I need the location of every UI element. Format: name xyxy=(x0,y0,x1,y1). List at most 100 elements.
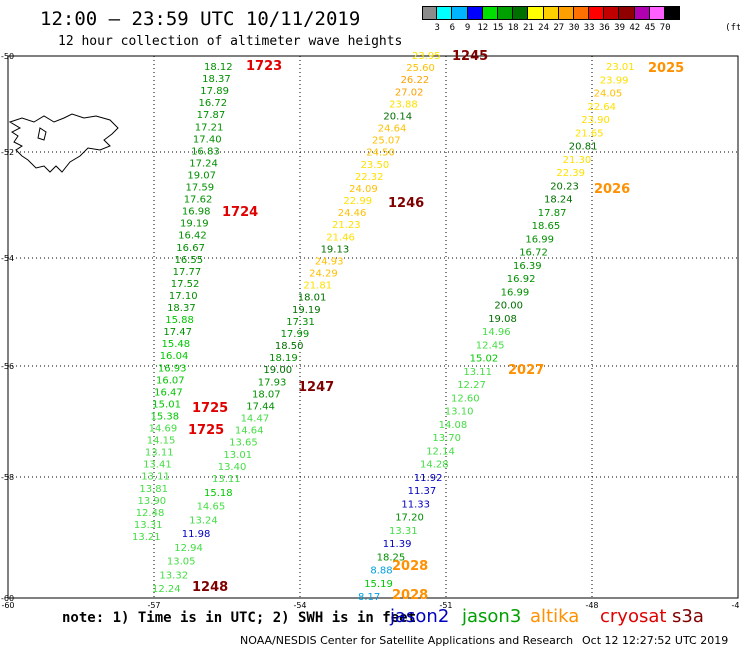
wave-height-value: 13.31 xyxy=(389,526,418,537)
wave-height-value: 16.39 xyxy=(513,261,542,272)
wave-height-value: 22.99 xyxy=(343,196,372,207)
wave-height-value: 19.19 xyxy=(292,305,321,316)
wave-height-value: 14.69 xyxy=(149,424,178,435)
scale-label: 3 xyxy=(434,23,440,33)
wave-height-value: 18.07 xyxy=(252,389,281,400)
wave-height-value: 27.02 xyxy=(395,87,424,98)
map-frame xyxy=(7,55,739,599)
scale-swatch xyxy=(634,6,650,20)
wave-height-value: 18.37 xyxy=(167,303,196,314)
wave-height-value: 14.08 xyxy=(439,420,468,431)
wave-height-value: 13.70 xyxy=(432,433,461,444)
scale-label: 21 xyxy=(522,23,534,33)
scale-swatch xyxy=(558,6,574,20)
wave-height-value: 17.93 xyxy=(258,377,287,388)
wave-height-value: 15.02 xyxy=(470,354,499,365)
wave-height-value: 17.99 xyxy=(281,329,310,340)
pass-time-label: 1247 xyxy=(298,380,334,395)
wave-height-value: 13.32 xyxy=(159,570,188,581)
wave-height-value: 17.87 xyxy=(197,110,226,121)
legend-jason2: jason2 xyxy=(390,606,450,627)
wave-height-value: 24.93 xyxy=(315,256,344,267)
wave-height-value: 22.39 xyxy=(556,168,585,179)
wave-height-value: 19.19 xyxy=(180,219,209,230)
scale-swatch xyxy=(649,6,665,20)
pass-time-label: 1725 xyxy=(192,401,228,416)
wave-height-value: 13.81 xyxy=(139,484,168,495)
wave-height-value: 13.31 xyxy=(134,520,163,531)
timestamp-text: Oct 12 12:27:52 UTC 2019 xyxy=(582,634,729,647)
wave-height-value: 20.14 xyxy=(383,111,412,122)
legend-altika: altika xyxy=(530,606,580,627)
wave-height-value: 17.10 xyxy=(169,291,198,302)
wave-height-value: 17.62 xyxy=(184,195,213,206)
wave-height-value: 15.38 xyxy=(150,411,179,422)
color-scale-legend xyxy=(422,6,681,20)
legend-s3a: s3a xyxy=(672,606,704,627)
wave-height-value: 11.92 xyxy=(414,473,443,484)
scale-swatch xyxy=(528,6,544,20)
wave-height-value: 14.96 xyxy=(482,327,511,338)
lon-label: -45 xyxy=(731,601,740,610)
wave-height-value: 13.40 xyxy=(218,462,247,473)
wave-height-value: 20.00 xyxy=(494,301,523,312)
legend-jason3: jason3 xyxy=(462,606,522,627)
scale-swatch xyxy=(437,6,453,20)
wave-height-value: 13.11 xyxy=(463,367,492,378)
lon-label: -54 xyxy=(293,601,306,610)
wave-height-value: 25.07 xyxy=(372,136,401,147)
scale-label: 42 xyxy=(629,23,641,33)
wave-height-value: 19.08 xyxy=(488,314,517,325)
pass-time-label: 2028 xyxy=(392,559,428,574)
wave-height-value: 16.07 xyxy=(156,375,185,386)
wave-height-value: 12.94 xyxy=(174,543,203,554)
wave-height-value: 21.30 xyxy=(563,155,592,166)
wave-height-value: 8.17 xyxy=(358,592,380,603)
wave-height-value: 15.01 xyxy=(152,399,181,410)
lat-label: -58 xyxy=(1,473,14,482)
wave-height-value: 16.04 xyxy=(160,351,189,362)
wave-height-value: 12.24 xyxy=(152,584,181,595)
falkland-islands xyxy=(8,113,119,173)
wave-height-value: 12.27 xyxy=(457,380,486,391)
wave-height-value: 26.22 xyxy=(401,75,430,86)
wave-height-value: 16.99 xyxy=(525,234,554,245)
lat-label: -60 xyxy=(1,594,14,603)
wave-height-value: 13.11 xyxy=(141,472,170,483)
wave-height-value: 23.95 xyxy=(412,51,441,62)
wave-height-value: 21.81 xyxy=(303,281,332,292)
wave-height-value: 24.05 xyxy=(594,89,623,100)
scale-swatch xyxy=(543,6,559,20)
wave-height-value: 16.93 xyxy=(158,363,187,374)
wave-height-value: 18.50 xyxy=(275,341,304,352)
lon-label: -48 xyxy=(585,601,598,610)
wave-height-value: 13.21 xyxy=(132,532,161,543)
legend-cryosat: cryosat xyxy=(600,606,667,627)
wave-height-value: 13.90 xyxy=(138,496,167,507)
wave-height-value: 21.23 xyxy=(332,220,361,231)
scale-swatch xyxy=(604,6,620,20)
wave-height-value: 20.81 xyxy=(569,142,598,153)
wave-height-value: 17.52 xyxy=(171,279,200,290)
wave-height-value: 13.65 xyxy=(229,438,258,449)
scale-label: 12 xyxy=(477,23,489,33)
scale-swatch xyxy=(422,6,438,20)
wave-height-value: 19.00 xyxy=(263,365,292,376)
wave-height-value: 13.11 xyxy=(145,448,174,459)
wave-height-value: 8.88 xyxy=(370,566,392,577)
wave-height-value: 16.83 xyxy=(191,146,220,157)
wave-height-value: 17.21 xyxy=(195,122,224,133)
lat-label: -56 xyxy=(1,362,14,371)
wave-height-value: 12.48 xyxy=(136,508,165,519)
wave-height-value: 17.89 xyxy=(200,86,229,97)
scale-label: 9 xyxy=(464,23,471,33)
lat-label: -54 xyxy=(1,254,14,263)
wave-height-value: 23.01 xyxy=(606,62,635,73)
pass-time-label: 2027 xyxy=(508,363,544,378)
wave-height-value: 24.64 xyxy=(378,124,407,135)
lon-label: -60 xyxy=(1,601,14,610)
wave-height-value: 18.01 xyxy=(298,293,327,304)
wave-height-value: 23.99 xyxy=(600,75,629,86)
